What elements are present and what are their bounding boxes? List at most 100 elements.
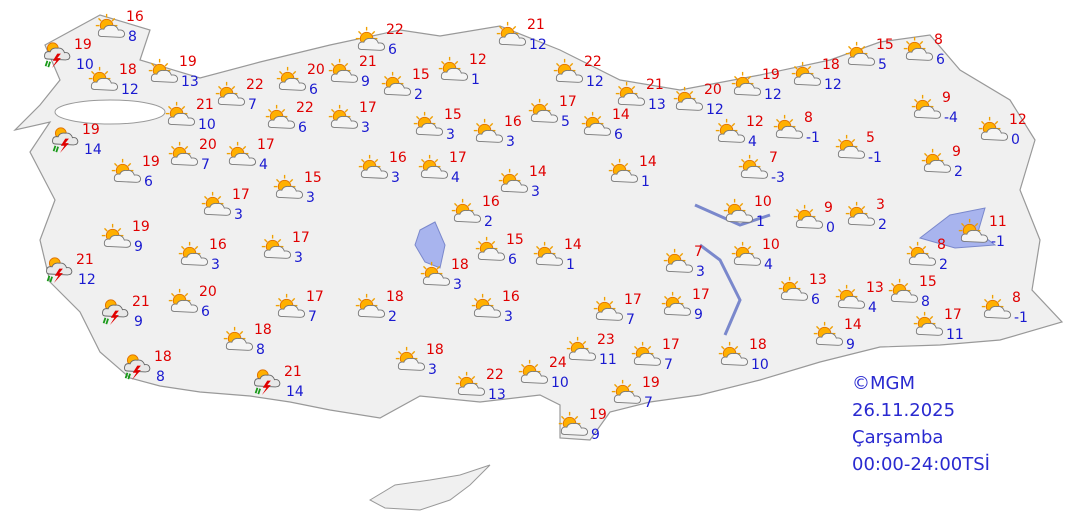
- station: 199: [101, 219, 150, 255]
- station: 101: [723, 194, 772, 230]
- low-temp: 6: [936, 52, 945, 68]
- high-temp: 19: [762, 67, 780, 83]
- low-temp: 2: [388, 309, 397, 325]
- high-temp: 15: [919, 274, 937, 290]
- low-temp: 3: [453, 277, 462, 293]
- station: 7-3: [738, 150, 785, 186]
- station: 156: [475, 232, 524, 268]
- high-temp: 22: [486, 367, 504, 383]
- cyprus: [368, 464, 491, 511]
- low-temp: 4: [259, 157, 268, 173]
- low-temp: 7: [644, 395, 653, 411]
- station: 179: [661, 287, 710, 323]
- high-temp: 18: [822, 57, 840, 73]
- low-temp: 1: [756, 214, 765, 230]
- low-temp: 12: [824, 77, 842, 93]
- low-temp: 11: [599, 352, 617, 368]
- station: 183: [395, 342, 444, 378]
- station: 219: [101, 294, 150, 330]
- low-temp: 10: [551, 375, 569, 391]
- high-temp: 16: [389, 150, 407, 166]
- low-temp: 9: [361, 74, 370, 90]
- high-temp: 17: [449, 150, 467, 166]
- high-temp: 12: [1009, 112, 1027, 128]
- high-temp: 24: [549, 355, 567, 371]
- low-temp: 9: [134, 314, 143, 330]
- station: 73: [663, 244, 705, 280]
- low-temp: 3: [531, 184, 540, 200]
- station: 226: [265, 100, 314, 136]
- station: 207: [168, 137, 217, 173]
- station: 182: [355, 289, 404, 325]
- station: 196: [111, 154, 160, 190]
- high-temp: 16: [209, 237, 227, 253]
- high-temp: 17: [292, 230, 310, 246]
- low-temp: 2: [954, 164, 963, 180]
- high-temp: 12: [746, 114, 764, 130]
- low-temp: 12: [764, 87, 782, 103]
- low-temp: 7: [626, 312, 635, 328]
- low-temp: 13: [181, 74, 199, 90]
- high-temp: 20: [199, 137, 217, 153]
- low-temp: 10: [198, 117, 216, 133]
- low-temp: 2: [414, 87, 423, 103]
- high-temp: 9: [952, 144, 961, 160]
- low-temp: 5: [561, 114, 570, 130]
- low-temp: 12: [121, 82, 139, 98]
- station: 163: [473, 114, 522, 150]
- high-temp: 8: [804, 110, 813, 126]
- station: 183: [420, 257, 469, 293]
- station: 177: [593, 292, 642, 328]
- low-temp: 3: [234, 207, 243, 223]
- station: 32: [845, 197, 887, 233]
- high-temp: 18: [119, 62, 137, 78]
- high-temp: 15: [412, 67, 430, 83]
- low-temp: -1: [806, 130, 820, 146]
- low-temp: 8: [256, 342, 265, 358]
- station: 173: [201, 187, 250, 223]
- high-temp: 10: [754, 194, 772, 210]
- low-temp: 6: [388, 42, 397, 58]
- high-temp: 15: [304, 170, 322, 186]
- high-temp: 3: [876, 197, 885, 213]
- high-temp: 14: [564, 237, 582, 253]
- low-temp: 8: [921, 294, 930, 310]
- high-temp: 17: [559, 94, 577, 110]
- low-temp: 13: [648, 97, 666, 113]
- station: 188: [223, 322, 272, 358]
- station: 153: [413, 107, 462, 143]
- station: 9-4: [911, 90, 958, 126]
- high-temp: 12: [469, 52, 487, 68]
- high-temp: 23: [597, 332, 615, 348]
- low-temp: 11: [946, 327, 964, 343]
- high-temp: 7: [694, 244, 703, 260]
- high-temp: 17: [359, 100, 377, 116]
- station: 177: [275, 289, 324, 325]
- low-temp: 2: [939, 257, 948, 273]
- station: 134: [835, 280, 884, 316]
- low-temp: 6: [309, 82, 318, 98]
- low-temp: 8: [128, 29, 137, 45]
- high-temp: 10: [762, 237, 780, 253]
- station: 141: [533, 237, 582, 273]
- high-temp: 16: [504, 114, 522, 130]
- low-temp: 4: [868, 300, 877, 316]
- low-temp: 1: [471, 72, 480, 88]
- station: 5-1: [835, 130, 882, 166]
- low-temp: 3: [506, 134, 515, 150]
- low-temp: 3: [504, 309, 513, 325]
- low-temp: 3: [306, 190, 315, 206]
- low-temp: 12: [529, 37, 547, 53]
- station: 174: [226, 137, 275, 173]
- credit-date: 26.11.2025: [852, 400, 955, 421]
- lake-tuz: [414, 221, 446, 269]
- low-temp: 9: [846, 337, 855, 353]
